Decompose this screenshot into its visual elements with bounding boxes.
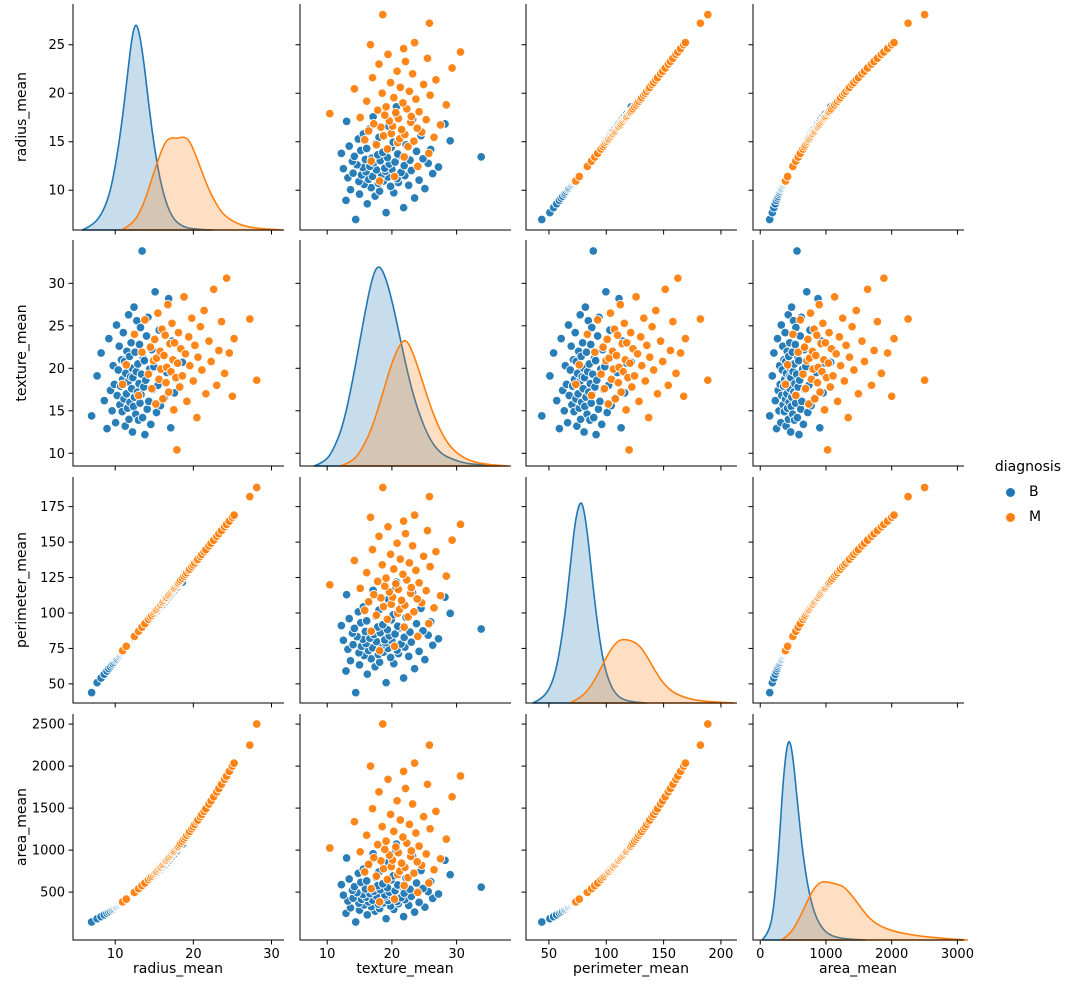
y-axis-label-radius-mean: radius_mean <box>14 72 30 162</box>
subplot-perimeter_mean-vs-radius_mean: 50 75 100 125 150 175 <box>40 477 284 708</box>
legend-label-b: B <box>1029 484 1039 500</box>
legend-dot-m-icon <box>1006 512 1015 522</box>
subplot-area_mean-vs-texture_mean: 10 20 30 <box>295 714 511 962</box>
x-tick-label: 1000 <box>809 947 842 962</box>
y-tick-label: 2000 <box>32 760 65 775</box>
y-axis-label-texture-mean: texture_mean <box>14 304 30 402</box>
y-tick-label: 25 <box>48 319 65 334</box>
subplot-area_mean-vs-radius_mean: 500 1000 1500 2000 2500 10 20 30 <box>32 714 284 962</box>
subplot-texture_mean-vs-radius_mean: 10 15 20 25 30 <box>48 240 284 471</box>
y-tick-label: 175 <box>40 500 65 515</box>
y-tick-label: 1500 <box>32 802 65 817</box>
subplot-perimeter_mean-vs-area_mean <box>748 477 964 708</box>
y-tick-label: 20 <box>48 362 65 377</box>
legend-title: diagnosis <box>994 459 1062 475</box>
legend-entry-m: M <box>988 509 1068 525</box>
x-tick-label: 150 <box>651 947 676 962</box>
y-tick-label: 10 <box>48 184 65 199</box>
x-tick-label: 30 <box>448 947 465 962</box>
y-tick-label: 2500 <box>32 718 65 733</box>
legend-dot-b-icon <box>1006 487 1015 497</box>
subplot-radius_mean-vs-texture_mean <box>295 4 511 235</box>
x-tick-label: 50 <box>541 947 558 962</box>
subplot-radius_mean-vs-radius_mean: 10 15 20 25 <box>48 4 284 235</box>
legend-entry-b: B <box>988 484 1068 500</box>
x-tick-label: 200 <box>709 947 734 962</box>
x-tick-label: 20 <box>384 947 401 962</box>
y-tick-label: 100 <box>40 606 65 621</box>
y-tick-label: 75 <box>48 642 65 657</box>
y-tick-label: 10 <box>48 447 65 462</box>
x-axis-label-area-mean: area_mean <box>819 961 897 977</box>
y-tick-label: 25 <box>48 38 65 53</box>
y-axis-label-area-mean: area_mean <box>14 788 30 866</box>
y-tick-label: 1000 <box>32 844 65 859</box>
y-tick-label: 20 <box>48 87 65 102</box>
x-tick-label: 10 <box>319 947 336 962</box>
y-tick-label: 50 <box>48 677 65 692</box>
legend-label-m: M <box>1029 509 1042 525</box>
x-tick-label: 0 <box>756 947 764 962</box>
y-tick-label: 150 <box>40 536 65 551</box>
subplot-radius_mean-vs-area_mean <box>748 4 964 235</box>
x-tick-label: 100 <box>594 947 619 962</box>
subplot-area_mean-vs-perimeter_mean: 50 100 150 200 <box>521 714 737 962</box>
subplot-perimeter_mean-vs-texture_mean <box>295 477 511 708</box>
x-tick-label: 10 <box>107 947 124 962</box>
subplot-perimeter_mean-vs-perimeter_mean <box>521 477 737 708</box>
x-axis-label-radius-mean: radius_mean <box>133 961 223 977</box>
y-tick-label: 15 <box>48 135 65 150</box>
x-axis-label-perimeter-mean: perimeter_mean <box>573 961 689 977</box>
subplot-area_mean-vs-area_mean: 0 1000 2000 3000 <box>748 714 974 962</box>
subplot-texture_mean-vs-area_mean <box>748 240 964 471</box>
subplot-texture_mean-vs-texture_mean <box>295 240 511 471</box>
y-axis-label-perimeter-mean: perimeter_mean <box>14 532 30 648</box>
y-tick-label: 30 <box>48 277 65 292</box>
y-tick-label: 125 <box>40 571 65 586</box>
x-tick-label: 20 <box>185 947 202 962</box>
legend: diagnosis B M <box>988 459 1068 525</box>
y-tick-label: 15 <box>48 404 65 419</box>
x-axis-label-texture-mean: texture_mean <box>356 961 454 977</box>
x-tick-label: 2000 <box>875 947 908 962</box>
y-tick-label: 500 <box>40 886 65 901</box>
x-tick-label: 30 <box>263 947 280 962</box>
subplot-texture_mean-vs-perimeter_mean <box>521 240 737 471</box>
x-tick-label: 3000 <box>941 947 974 962</box>
subplot-radius_mean-vs-perimeter_mean <box>521 4 737 235</box>
